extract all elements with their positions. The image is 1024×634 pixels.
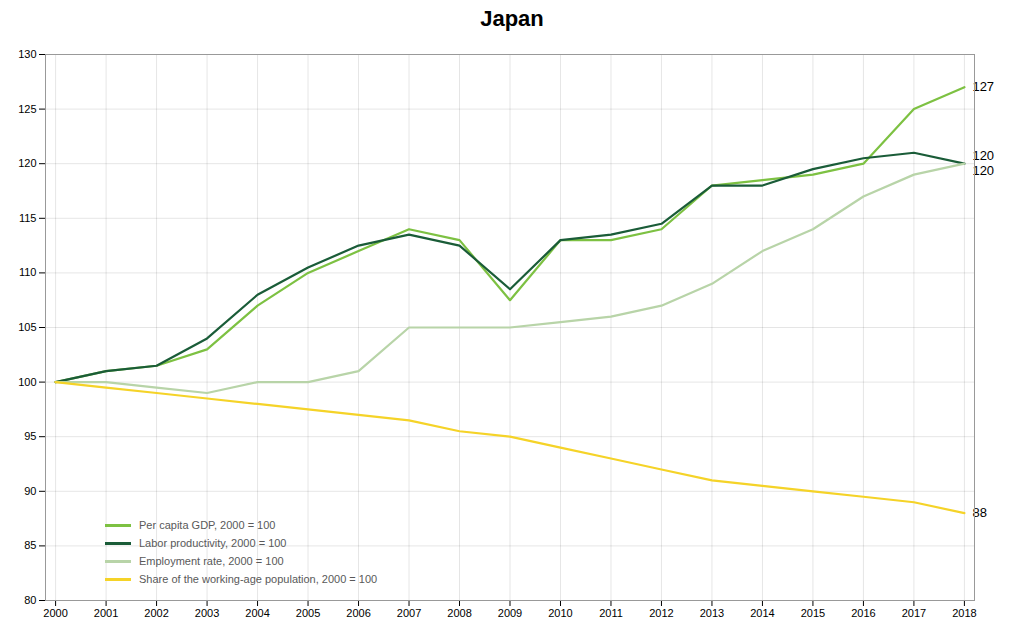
- svg-text:2007: 2007: [397, 607, 421, 619]
- svg-text:100: 100: [18, 376, 36, 388]
- html-text:Share of the working-age popul: Share of the working-age population, 200…: [139, 573, 378, 585]
- svg-text:2005: 2005: [296, 607, 320, 619]
- svg-text:105: 105: [18, 321, 36, 333]
- html-text:Japan: Japan: [480, 6, 544, 31]
- svg-text:115: 115: [19, 212, 37, 224]
- svg-text:130: 130: [18, 48, 36, 60]
- svg-text:80: 80: [24, 594, 36, 606]
- svg-text:85: 85: [24, 539, 36, 551]
- svg-text:2004: 2004: [245, 607, 269, 619]
- svg-text:120: 120: [972, 148, 994, 163]
- svg-text:120: 120: [18, 157, 36, 169]
- svg-text:2002: 2002: [144, 607, 168, 619]
- svg-text:2009: 2009: [498, 607, 522, 619]
- svg-text:2014: 2014: [750, 607, 774, 619]
- svg-text:2015: 2015: [801, 607, 825, 619]
- svg-text:125: 125: [18, 103, 36, 115]
- svg-text:127: 127: [972, 79, 994, 94]
- svg-text:2001: 2001: [94, 607, 118, 619]
- svg-text:2016: 2016: [851, 607, 875, 619]
- svg-text:2012: 2012: [649, 607, 673, 619]
- svg-text:2010: 2010: [548, 607, 572, 619]
- svg-text:2013: 2013: [700, 607, 724, 619]
- svg-text:88: 88: [972, 505, 987, 521]
- svg-text:110: 110: [19, 266, 37, 278]
- svg-text:2008: 2008: [447, 607, 471, 619]
- svg-text:120: 120: [972, 163, 994, 178]
- svg-text:2000: 2000: [43, 607, 67, 619]
- svg-text:90: 90: [24, 485, 36, 497]
- html-text:Employment rate, 2000 = 100: Employment rate, 2000 = 100: [139, 555, 284, 567]
- svg-text:95: 95: [24, 430, 36, 442]
- svg-text:2011: 2011: [599, 607, 623, 619]
- svg-text:2003: 2003: [195, 607, 219, 619]
- svg-text:2017: 2017: [902, 607, 926, 619]
- html-text:Per capita GDP, 2000 = 100: Per capita GDP, 2000 = 100: [139, 519, 276, 531]
- svg-text:2018: 2018: [952, 607, 976, 619]
- html-text:Labor productivity, 2000 = 100: Labor productivity, 2000 = 100: [139, 537, 287, 549]
- svg-text:2006: 2006: [346, 607, 370, 619]
